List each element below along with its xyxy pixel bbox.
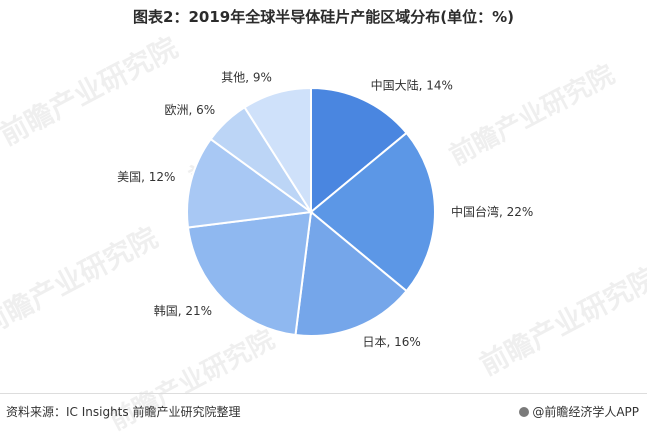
pie-data-label: 美国, 12% bbox=[117, 170, 175, 184]
brand-logo-icon bbox=[519, 407, 530, 417]
pie-slice-4 bbox=[186, 210, 313, 337]
pie-data-label: 其他, 9% bbox=[221, 71, 272, 85]
pie-data-label: 欧洲, 6% bbox=[165, 103, 216, 117]
pie-data-label: 日本, 16% bbox=[363, 335, 421, 349]
pie-data-label: 韩国, 21% bbox=[154, 303, 212, 318]
brand-text: @前瞻经济学人APP bbox=[532, 405, 639, 419]
pie-slices bbox=[186, 86, 436, 337]
pie-data-label: 中国台湾, 22% bbox=[451, 204, 533, 219]
pie-slice-1 bbox=[310, 86, 408, 215]
pie-labels: 中国大陆, 14% 中国台湾, 22% 日本, 16% 韩国, 21% 美国, 12% 欧… bbox=[117, 71, 533, 350]
chart-title: 图表2：2019年全球半导体硅片产能区域分布(单位：%) bbox=[133, 8, 514, 26]
footer-divider bbox=[0, 393, 647, 394]
source-note: 资料来源：IC Insights 前瞻产业研究院整理 bbox=[6, 405, 241, 419]
pie-slice-3 bbox=[294, 210, 408, 337]
pie-slice-7 bbox=[243, 86, 312, 216]
pie-slice-5 bbox=[186, 137, 314, 229]
pie-slice-2 bbox=[309, 131, 436, 293]
brand-credit: @前瞻经济学人APP bbox=[519, 403, 639, 420]
pie-data-label: 中国大陆, 14% bbox=[371, 77, 453, 92]
